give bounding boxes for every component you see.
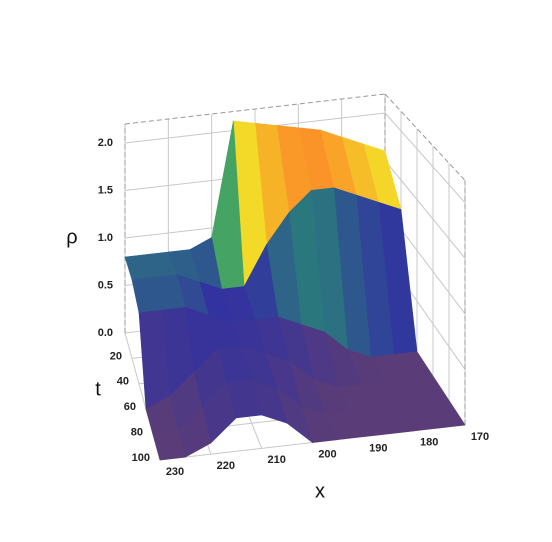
x-tick-label: 190 (369, 443, 387, 455)
y-tick-label: 60 (124, 401, 136, 413)
box-edge (124, 93, 386, 125)
surface-patch (152, 431, 186, 461)
z-tick-label: 0.0 (98, 327, 113, 339)
x-tick-label: 220 (217, 460, 235, 472)
z-tick-label: 2.0 (98, 137, 113, 149)
x-tick-label: 210 (267, 454, 285, 466)
z-tick-label: 1.5 (98, 184, 113, 196)
t-axis-title: t (95, 378, 101, 400)
z-axis-title: ρ (66, 226, 77, 248)
y-tick-label: 40 (117, 376, 129, 388)
grid-line (384, 160, 466, 259)
z-tick-label: 0.5 (98, 279, 113, 291)
y-tick-label: 80 (131, 427, 143, 439)
y-tick-label: 20 (110, 350, 122, 362)
y-tick-label: 100 (132, 452, 150, 464)
x-tick-label: 170 (471, 431, 489, 443)
x-tick-label: 230 (166, 466, 184, 478)
box-edge (384, 93, 466, 181)
x-tick-label: 200 (318, 448, 336, 460)
x-tick-label: 180 (420, 437, 438, 449)
z-tick-label: 1.0 (98, 232, 113, 244)
x-axis-title: x (315, 480, 325, 502)
grid-line (384, 112, 466, 204)
